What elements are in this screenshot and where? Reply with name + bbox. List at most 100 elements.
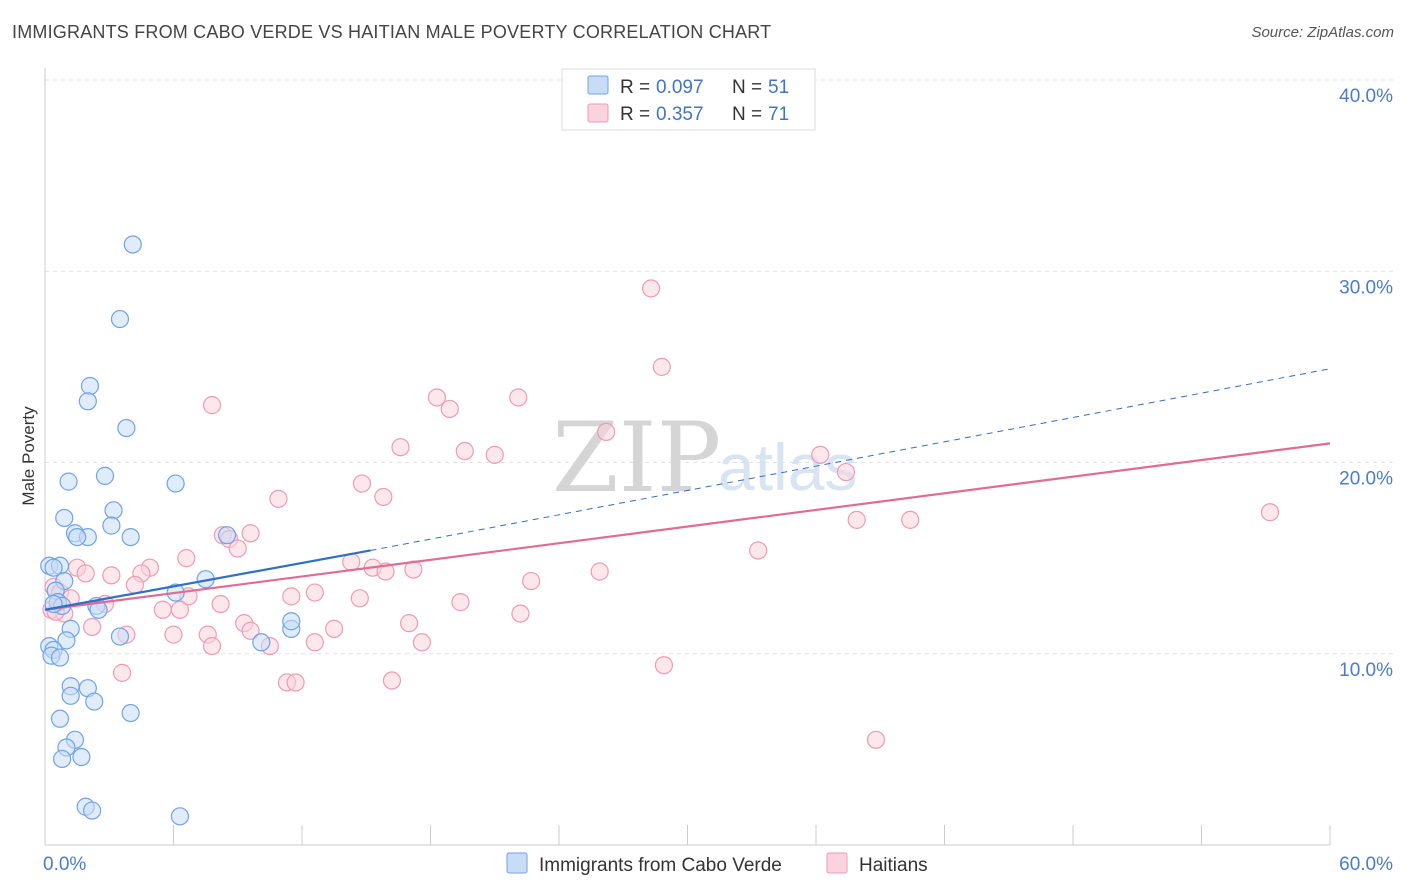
legend-n-label-1: N = — [732, 77, 762, 98]
legend-r-value-2: 0.357 — [656, 104, 704, 125]
point-haitians-63 — [654, 656, 674, 675]
series-legend-swatch-cabo-verde — [506, 852, 528, 874]
point-haitians-22 — [749, 541, 768, 560]
series-legend: Immigrants from Cabo Verde Haitians — [506, 852, 928, 876]
trend-line-cabo-verde — [44, 549, 371, 611]
point-haitians-3 — [427, 388, 447, 407]
point-cabo-verde-32 — [57, 631, 76, 650]
point-haitians-15 — [847, 510, 866, 529]
point-haitians-30 — [76, 564, 95, 583]
point-cabo-verde-43 — [50, 709, 70, 728]
point-haitians-12 — [352, 474, 372, 493]
point-cabo-verde-7 — [166, 474, 185, 493]
legend-r-label-1: R = — [620, 77, 650, 98]
point-haitians-14 — [269, 489, 288, 508]
point-haitians-66 — [382, 671, 402, 690]
point-haitians-62 — [112, 663, 132, 682]
watermark-zip: ZIP — [552, 402, 721, 514]
legend-r-value-1: 0.097 — [656, 77, 704, 98]
point-cabo-verde-1 — [110, 309, 130, 329]
point-haitians-23 — [177, 549, 196, 568]
point-cabo-verde-4 — [117, 418, 136, 438]
point-cabo-verde-13 — [68, 527, 87, 547]
point-haitians-61 — [202, 636, 222, 656]
source-credit: Source: ZipAtlas.com — [1251, 24, 1394, 41]
trend-line-cabo-verde-extension — [370, 368, 1331, 551]
point-haitians-67 — [866, 730, 886, 749]
series-legend-label-haitians: Haitians — [859, 855, 928, 876]
point-haitians-1 — [652, 357, 671, 376]
trend-line-haitians — [44, 442, 1331, 611]
point-haitians-60 — [412, 633, 432, 652]
y-tick-label-2: 30.0% — [1339, 277, 1393, 298]
legend-n-value-1: 51 — [768, 77, 789, 98]
point-cabo-verde-6 — [95, 466, 115, 485]
point-cabo-verde-0 — [123, 235, 142, 254]
point-haitians-10 — [811, 445, 830, 464]
point-haitians-34 — [522, 571, 541, 591]
point-haitians-11 — [836, 462, 856, 482]
point-haitians-38 — [305, 583, 324, 602]
point-haitians-16 — [901, 510, 920, 529]
series-legend-label-cabo-verde: Immigrants from Cabo Verde — [539, 855, 782, 876]
point-cabo-verde-9 — [55, 508, 74, 528]
watermark-atlas: atlas — [718, 430, 857, 504]
series-legend-swatch-haitians — [826, 852, 848, 874]
point-cabo-verde-40 — [61, 686, 80, 705]
point-haitians-17 — [1260, 503, 1280, 522]
point-haitians-0 — [641, 279, 661, 298]
point-cabo-verde-34 — [252, 633, 271, 652]
point-cabo-verde-15 — [217, 526, 237, 545]
x-tick-labels: 0.0% 60.0% — [43, 854, 1393, 875]
legend-r-label-2: R = — [620, 104, 650, 125]
axes — [44, 68, 1331, 846]
point-haitians-54 — [325, 619, 344, 638]
point-haitians-4 — [440, 399, 459, 419]
point-haitians-5 — [509, 388, 528, 407]
chart-title: IMMIGRANTS FROM CABO VERDE VS HAITIAN MA… — [12, 22, 772, 42]
point-haitians-13 — [374, 487, 393, 507]
point-cabo-verde-42 — [121, 703, 140, 723]
y-tick-label-3: 40.0% — [1339, 86, 1393, 107]
point-haitians-36 — [125, 575, 145, 595]
point-haitians-53 — [241, 621, 260, 640]
point-cabo-verde-18 — [44, 558, 63, 577]
legend-n-value-2: 71 — [768, 104, 789, 125]
point-cabo-verde-10 — [102, 516, 121, 535]
point-haitians-19 — [241, 524, 260, 543]
point-cabo-verde-31 — [282, 612, 301, 631]
point-haitians-47 — [153, 600, 172, 619]
gridlines — [45, 79, 1393, 655]
point-cabo-verde-3 — [78, 392, 97, 411]
point-haitians-31 — [102, 566, 121, 585]
point-cabo-verde-50 — [170, 807, 190, 826]
point-cabo-verde-2 — [80, 376, 100, 396]
point-haitians-48 — [170, 600, 190, 619]
point-haitians-21 — [228, 539, 247, 558]
x-tick-label-min: 0.0% — [43, 854, 86, 875]
point-haitians-49 — [511, 604, 530, 623]
point-haitians-40 — [282, 587, 301, 606]
point-haitians-41 — [350, 589, 369, 608]
correlation-legend: R = 0.097 N = 51 R = 0.357 N = 71 — [561, 68, 816, 131]
legend-swatch-haitians — [587, 103, 609, 123]
point-haitians-52 — [83, 617, 102, 637]
point-cabo-verde-49 — [83, 801, 102, 820]
point-cabo-verde-5 — [59, 472, 78, 491]
point-cabo-verde-8 — [104, 501, 123, 520]
point-haitians-2 — [202, 396, 222, 415]
point-cabo-verde-14 — [121, 527, 140, 547]
watermark: ZIP atlas — [552, 402, 857, 514]
point-cabo-verde-27 — [89, 600, 108, 619]
point-haitians-59 — [305, 633, 324, 652]
point-haitians-7 — [391, 438, 410, 457]
point-cabo-verde-41 — [85, 692, 104, 711]
trend-lines — [44, 368, 1331, 611]
point-haitians-51 — [399, 614, 419, 633]
point-cabo-verde-47 — [72, 747, 91, 767]
y-tick-label-1: 20.0% — [1339, 469, 1393, 490]
point-haitians-44 — [451, 593, 470, 612]
point-cabo-verde-37 — [50, 648, 70, 667]
point-haitians-33 — [590, 562, 609, 581]
